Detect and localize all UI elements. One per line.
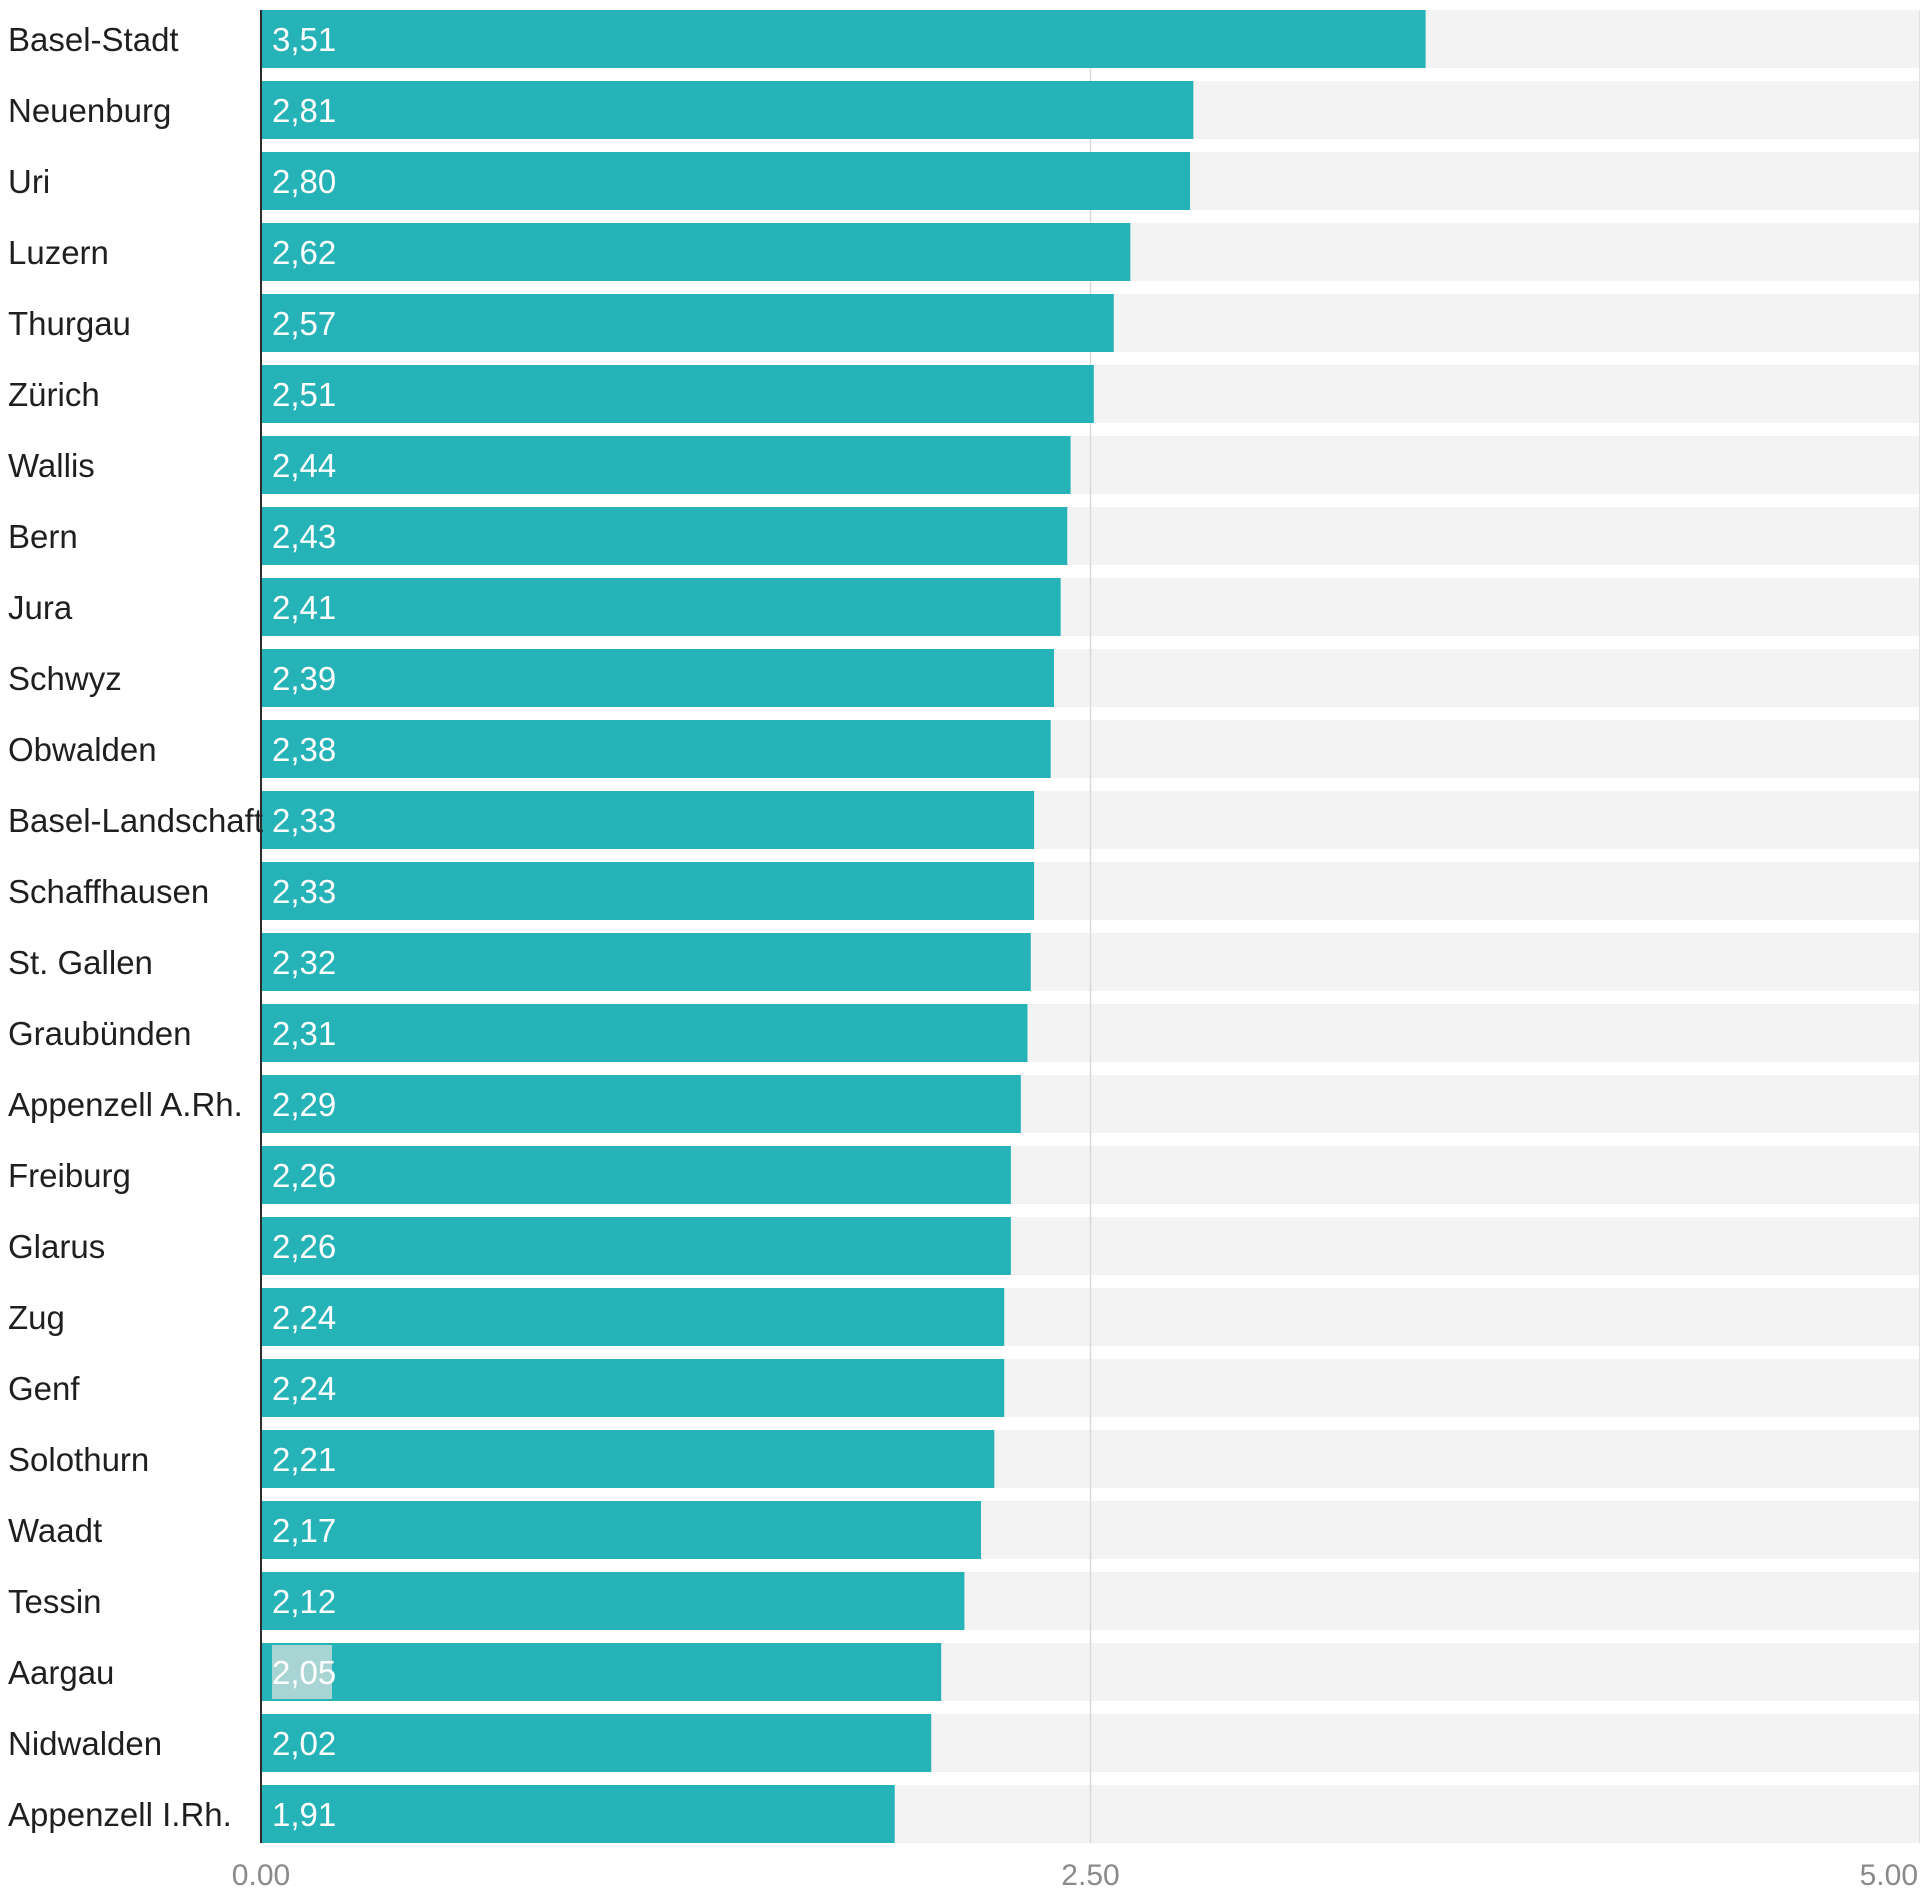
bar bbox=[261, 720, 1051, 778]
value-label: 2,12 bbox=[272, 1583, 336, 1620]
value-label: 3,51 bbox=[272, 21, 336, 58]
x-tick-label: 0.00 bbox=[232, 1859, 290, 1892]
bar bbox=[261, 1501, 982, 1559]
category-label: Jura bbox=[8, 589, 73, 626]
bar bbox=[261, 1075, 1021, 1133]
value-label: 1,91 bbox=[272, 1796, 336, 1833]
category-label: Aargau bbox=[8, 1654, 114, 1691]
bar bbox=[261, 1714, 932, 1772]
category-label: Zug bbox=[8, 1299, 65, 1336]
value-label: 2,24 bbox=[272, 1299, 336, 1336]
category-label: Zürich bbox=[8, 376, 100, 413]
value-label: 2,51 bbox=[272, 376, 336, 413]
value-label: 2,31 bbox=[272, 1015, 336, 1052]
value-label: 2,02 bbox=[272, 1725, 336, 1762]
value-label: 2,81 bbox=[272, 92, 336, 129]
category-label: Thurgau bbox=[8, 305, 131, 342]
bar bbox=[261, 1785, 895, 1843]
value-label: 2,26 bbox=[272, 1228, 336, 1265]
bar bbox=[261, 223, 1131, 281]
value-label: 2,17 bbox=[272, 1512, 336, 1549]
bar bbox=[261, 1359, 1005, 1417]
bar bbox=[261, 1643, 942, 1701]
category-label: Freiburg bbox=[8, 1157, 131, 1194]
category-label: Luzern bbox=[8, 234, 109, 271]
bar bbox=[261, 791, 1035, 849]
bar bbox=[261, 294, 1114, 352]
bar bbox=[261, 578, 1061, 636]
bar bbox=[261, 1217, 1011, 1275]
bar bbox=[261, 81, 1194, 139]
category-label: Uri bbox=[8, 163, 50, 200]
value-label-highlight bbox=[272, 1645, 332, 1699]
category-label: Solothurn bbox=[8, 1441, 149, 1478]
category-label: Bern bbox=[8, 518, 78, 555]
category-label: Tessin bbox=[8, 1583, 102, 1620]
value-label: 2,24 bbox=[272, 1370, 336, 1407]
category-label: Waadt bbox=[8, 1512, 102, 1549]
value-label: 2,38 bbox=[272, 731, 336, 768]
category-label: Basel-Stadt bbox=[8, 21, 179, 58]
category-label: Glarus bbox=[8, 1228, 105, 1265]
category-label: Appenzell A.Rh. bbox=[8, 1086, 243, 1123]
value-label: 2,32 bbox=[272, 944, 336, 981]
value-label: 2,62 bbox=[272, 234, 336, 271]
category-label: Schaffhausen bbox=[8, 873, 209, 910]
value-label: 2,80 bbox=[272, 163, 336, 200]
bar bbox=[261, 1146, 1011, 1204]
category-label: Nidwalden bbox=[8, 1725, 162, 1762]
value-label: 2,33 bbox=[272, 873, 336, 910]
x-tick-label: 5.00 bbox=[1860, 1859, 1918, 1892]
bar bbox=[261, 1004, 1028, 1062]
bar bbox=[261, 649, 1055, 707]
category-label: St. Gallen bbox=[8, 944, 153, 981]
value-label: 2,26 bbox=[272, 1157, 336, 1194]
category-label: Neuenburg bbox=[8, 92, 171, 129]
bar bbox=[261, 436, 1071, 494]
bar bbox=[261, 10, 1426, 68]
category-label: Graubünden bbox=[8, 1015, 191, 1052]
x-tick-label: 2.50 bbox=[1061, 1859, 1119, 1892]
value-label: 2,43 bbox=[272, 518, 336, 555]
value-label: 2,33 bbox=[272, 802, 336, 839]
category-label: Genf bbox=[8, 1370, 80, 1407]
bar bbox=[261, 507, 1068, 565]
bar bbox=[261, 1430, 995, 1488]
value-label: 2,21 bbox=[272, 1441, 336, 1478]
bar bbox=[261, 862, 1035, 920]
category-label: Appenzell I.Rh. bbox=[8, 1796, 232, 1833]
category-label: Obwalden bbox=[8, 731, 157, 768]
bar bbox=[261, 152, 1191, 210]
bar bbox=[261, 1572, 965, 1630]
bar bbox=[261, 1288, 1005, 1346]
value-label: 2,39 bbox=[272, 660, 336, 697]
category-label: Basel-Landschaft bbox=[8, 802, 263, 839]
value-label: 2,05 bbox=[272, 1654, 336, 1691]
bar bbox=[261, 365, 1094, 423]
value-label: 2,44 bbox=[272, 447, 336, 484]
value-label: 2,29 bbox=[272, 1086, 336, 1123]
bar bbox=[261, 933, 1031, 991]
category-label: Wallis bbox=[8, 447, 95, 484]
category-label: Schwyz bbox=[8, 660, 122, 697]
value-label: 2,41 bbox=[272, 589, 336, 626]
value-label: 2,57 bbox=[272, 305, 336, 342]
